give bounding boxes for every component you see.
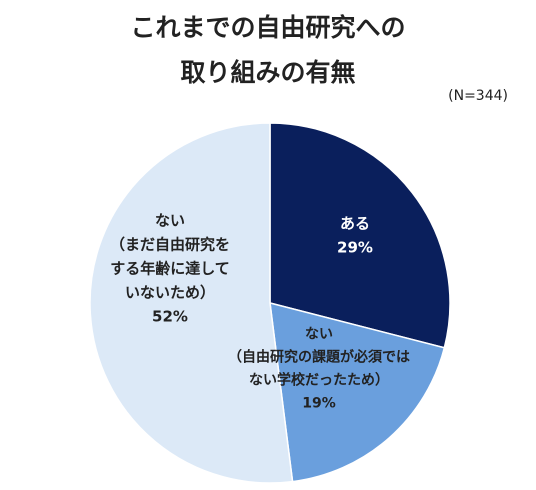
slice-label-2: ない（自由研究の課題が必須ではない学校だったため） 19% — [228, 326, 410, 411]
sample-size-label: (N=344) — [448, 88, 508, 104]
chart-title-line-2: 取り組みの有無 — [180, 58, 356, 87]
slice-label-1: ある 29% — [337, 214, 373, 256]
chart-title-line-1: これまでの自由研究への — [130, 13, 406, 42]
slice-label-3: ない（まだ自由研究をする年齢に達していないため） 52% — [110, 211, 230, 325]
pie-slice-3 — [89, 122, 294, 484]
pie-slice-2 — [269, 301, 446, 483]
pie-slice-1 — [269, 122, 451, 349]
